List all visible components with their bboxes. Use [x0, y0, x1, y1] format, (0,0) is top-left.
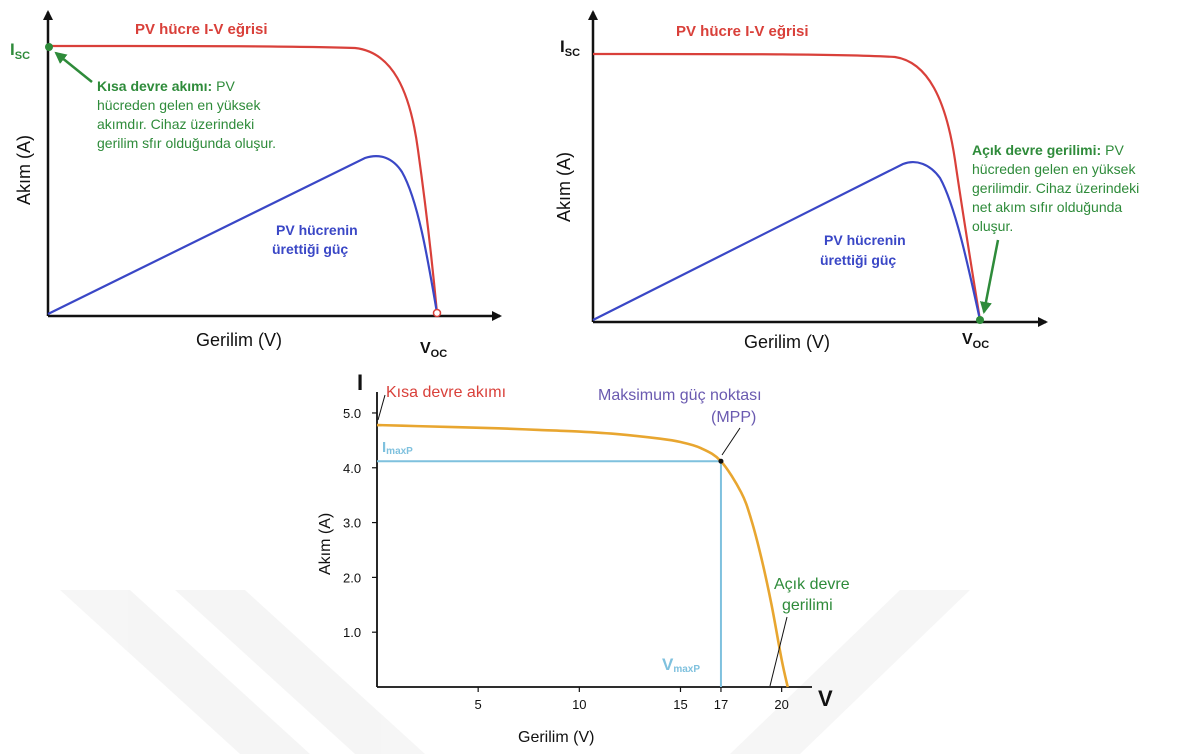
chart3-y-axis-letter: I: [357, 370, 363, 395]
chart1-y-label: Akım (A): [14, 135, 34, 205]
chart3-y-tick-label: 2.0: [343, 570, 361, 585]
chart3-open-circuit-pointer: [769, 616, 788, 687]
chart-2: PV hücre I-V eğrisi ISC Akım (A) Gerilim…: [554, 10, 1143, 352]
chart1-annotation: Kısa devre akımı: PV hücreden gelen en yü…: [97, 78, 276, 151]
chart1-voc-label: VOC: [420, 340, 447, 360]
chart3-open-circuit-label: Açık devre gerilimi: [774, 576, 854, 614]
chart2-iv-curve: [592, 52, 982, 321]
chart3-x-tick-label: 17: [714, 697, 728, 712]
chart1-x-label: Gerilim (V): [196, 330, 282, 350]
chart2-annotation: Açık devre gerilimi: PV hücreden gelen en…: [972, 142, 1143, 234]
chart3-x-tick-label: 20: [774, 697, 788, 712]
chart3-x-tick-label: 5: [475, 697, 482, 712]
chart1-title: PV hücre I-V eğrisi: [135, 21, 268, 38]
chart1-isc-label: ISC: [10, 40, 30, 62]
chart3-short-circuit-pointer: [377, 394, 386, 421]
chart2-x-label: Gerilim (V): [744, 332, 830, 352]
chart-1: PV hücre I-V eğrisi ISC Akım (A) Gerilim…: [10, 10, 502, 360]
chart3-x-label: Gerilim (V): [518, 729, 594, 746]
chart3-mpp-pointer: [721, 427, 741, 456]
chart3-y-tick-label: 4.0: [343, 461, 361, 476]
chart1-isc-point: [45, 43, 53, 51]
chart3-vmaxp-label: VmaxP: [662, 655, 700, 675]
chart3-short-circuit-label: Kısa devre akımı: [386, 384, 506, 401]
chart3-imaxp-label: ImaxP: [382, 439, 413, 457]
chart3-x-tick-label: 15: [673, 697, 687, 712]
chart3-mpp-point: [718, 458, 724, 464]
chart1-isc-arrow: [54, 51, 93, 83]
chart3-y-tick-label: 1.0: [343, 625, 361, 640]
chart2-voc-arrow: [980, 239, 1000, 314]
chart3-y-label: Akım (A): [317, 513, 334, 575]
chart1-power-label: PV hücrenin ürettiği güç: [272, 222, 362, 257]
chart3-y-ticks: 1.0 2.0 3.0 4.0 5.0: [343, 406, 377, 640]
chart2-power-label: PV hücrenin ürettiği güç: [820, 232, 910, 268]
chart2-voc-point: [976, 316, 984, 324]
chart3-y-tick-label: 5.0: [343, 406, 361, 421]
chart2-power-curve: [592, 161, 982, 321]
chart2-isc-label: ISC: [560, 37, 580, 59]
chart1-power-curve: [47, 155, 439, 315]
chart3-x-ticks: 5 10 15 17 20: [475, 687, 789, 712]
chart3-iv-curve: [376, 423, 789, 688]
chart3-mpp-label: Maksimum güç noktası (MPP): [598, 387, 766, 426]
chart3-x-axis-letter: V: [818, 686, 833, 711]
chart2-voc-label: VOC: [962, 331, 989, 351]
chart3-y-tick-label: 3.0: [343, 516, 361, 531]
chart-3: I V 1.0 2.0 3.0 4.0 5.0 5 10 15 17 20 ImaxP Vmax…: [317, 370, 854, 746]
chart2-title: PV hücre I-V eğrisi: [676, 23, 809, 40]
chart1-iv-curve: [47, 44, 439, 314]
chart2-y-label: Akım (A): [554, 152, 574, 222]
chart1-voc-point: [432, 308, 442, 318]
chart3-x-tick-label: 10: [572, 697, 586, 712]
watermark: [60, 590, 970, 754]
